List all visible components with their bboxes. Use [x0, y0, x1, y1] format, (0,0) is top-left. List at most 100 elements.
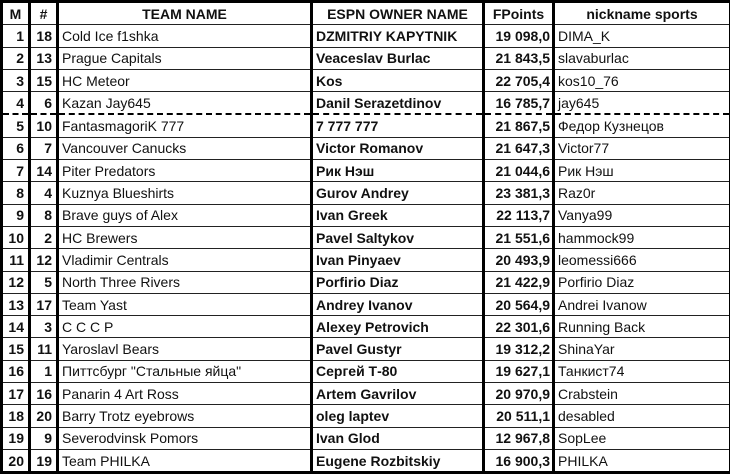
fpoints-cell: 20 493,9: [484, 249, 554, 271]
owner-name-cell: Pavel Gustyr: [312, 338, 484, 360]
nickname-cell: SopLee: [554, 427, 730, 449]
nickname-cell: PHILKA: [554, 449, 730, 472]
seed-cell: 3: [30, 316, 58, 338]
seed-cell: 7: [30, 137, 58, 159]
fpoints-cell: 16 900,3: [484, 449, 554, 472]
fpoints-cell: 21 422,9: [484, 271, 554, 293]
fpoints-cell: 19 627,1: [484, 360, 554, 382]
nickname-cell: desabled: [554, 405, 730, 427]
nickname-cell: Running Back: [554, 316, 730, 338]
team-name-cell: HC Brewers: [58, 226, 312, 248]
owner-name-cell: 7 777 777: [312, 114, 484, 137]
team-name-cell: Prague Capitals: [58, 47, 312, 69]
nickname-cell: Porfirio Diaz: [554, 271, 730, 293]
rank-cell: 18: [2, 405, 30, 427]
nickname-cell: jay645: [554, 92, 730, 115]
owner-name-cell: Gurov Andrey: [312, 182, 484, 204]
fpoints-cell: 20 970,9: [484, 383, 554, 405]
nickname-cell: Федор Кузнецов: [554, 114, 730, 137]
owner-name-cell: Ivan Pinyaev: [312, 249, 484, 271]
team-name-cell: Severodvinsk Pomors: [58, 427, 312, 449]
fpoints-cell: 22 301,6: [484, 316, 554, 338]
rank-cell: 13: [2, 293, 30, 315]
seed-cell: 6: [30, 92, 58, 115]
rank-cell: 7: [2, 160, 30, 182]
owner-name-cell: Veaceslav Burlac: [312, 47, 484, 69]
rank-cell: 8: [2, 182, 30, 204]
header-owner-name: ESPN OWNER NAME: [312, 2, 484, 25]
seed-cell: 19: [30, 449, 58, 472]
header-fpoints: FPoints: [484, 2, 554, 25]
owner-name-cell: Danil Serazetdinov: [312, 92, 484, 115]
header-num: #: [30, 2, 58, 25]
rank-cell: 1: [2, 25, 30, 47]
rank-cell: 9: [2, 204, 30, 226]
fpoints-cell: 20 564,9: [484, 293, 554, 315]
team-name-cell: Kazan Jay645: [58, 92, 312, 115]
nickname-cell: Vanya99: [554, 204, 730, 226]
team-name-cell: FantasmagoriK 777: [58, 114, 312, 137]
team-name-cell: HC Meteor: [58, 69, 312, 91]
nickname-cell: ShinaYar: [554, 338, 730, 360]
seed-cell: 1: [30, 360, 58, 382]
owner-name-cell: Ivan Greek: [312, 204, 484, 226]
nickname-cell: kos10_76: [554, 69, 730, 91]
seed-cell: 14: [30, 160, 58, 182]
rank-cell: 14: [2, 316, 30, 338]
rank-cell: 3: [2, 69, 30, 91]
team-name-cell: C C C P: [58, 316, 312, 338]
fpoints-cell: 22 113,7: [484, 204, 554, 226]
owner-name-cell: Kos: [312, 69, 484, 91]
owner-name-cell: Pavel Saltykov: [312, 226, 484, 248]
seed-cell: 15: [30, 69, 58, 91]
nickname-cell: Raz0r: [554, 182, 730, 204]
seed-cell: 12: [30, 249, 58, 271]
seed-cell: 10: [30, 114, 58, 137]
rank-cell: 20: [2, 449, 30, 472]
nickname-cell: hammock99: [554, 226, 730, 248]
seed-cell: 11: [30, 338, 58, 360]
nickname-cell: Victor77: [554, 137, 730, 159]
team-name-cell: Brave guys of Alex: [58, 204, 312, 226]
seed-cell: 4: [30, 182, 58, 204]
seed-cell: 13: [30, 47, 58, 69]
seed-cell: 2: [30, 226, 58, 248]
owner-name-cell: Andrey Ivanov: [312, 293, 484, 315]
seed-cell: 20: [30, 405, 58, 427]
owner-name-cell: Рик Нэш: [312, 160, 484, 182]
fpoints-cell: 21 867,5: [484, 114, 554, 137]
team-name-cell: Panarin 4 Art Ross: [58, 383, 312, 405]
owner-name-cell: DZMITRIY KAPYTNIK: [312, 25, 484, 47]
owner-name-cell: Artem Gavrilov: [312, 383, 484, 405]
rank-cell: 16: [2, 360, 30, 382]
fpoints-cell: 20 511,1: [484, 405, 554, 427]
header-row: M # TEAM NAME ESPN OWNER NAME FPoints ni…: [2, 2, 730, 25]
rank-cell: 15: [2, 338, 30, 360]
owner-name-cell: Victor Romanov: [312, 137, 484, 159]
owner-name-cell: Сергей Т-80: [312, 360, 484, 382]
team-name-cell: Team Yast: [58, 293, 312, 315]
owner-name-cell: Alexey Petrovich: [312, 316, 484, 338]
rank-cell: 5: [2, 114, 30, 137]
